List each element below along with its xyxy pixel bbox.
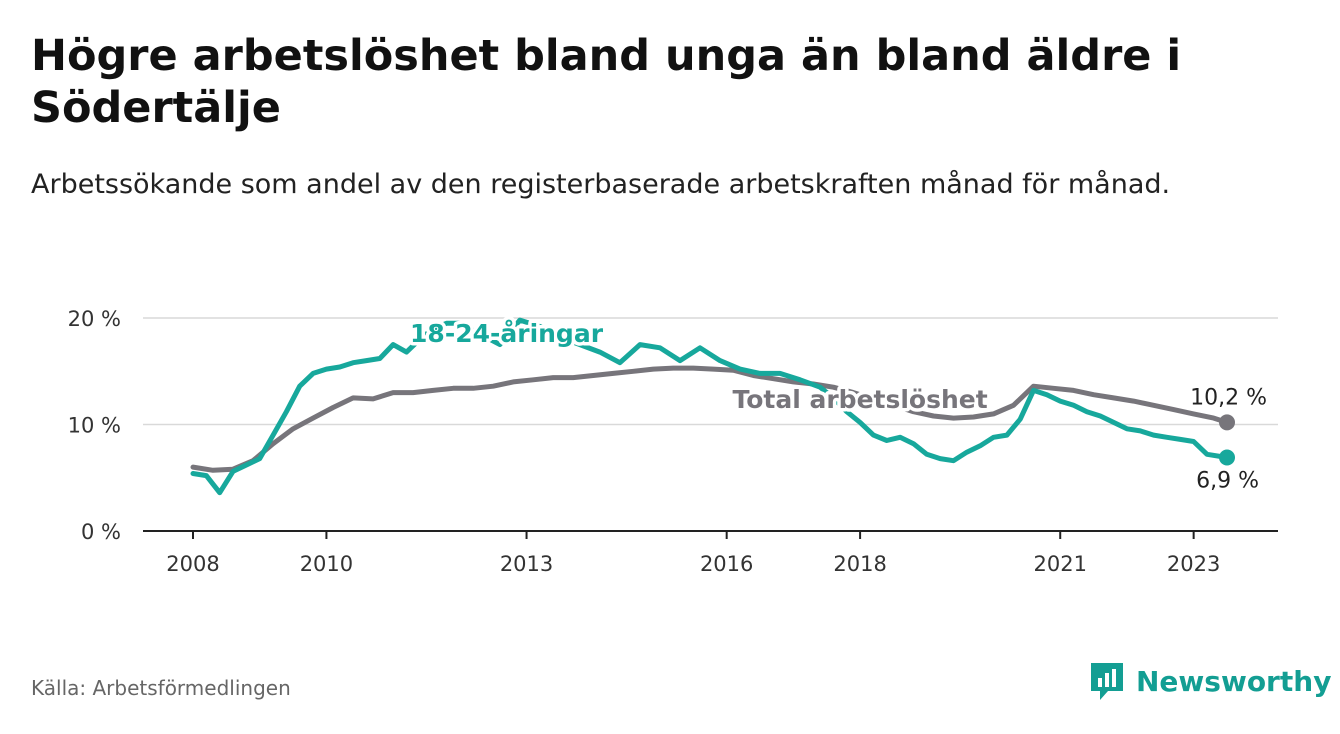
y-tick-label: 0 % [81, 520, 121, 544]
bar-chart-icon [1091, 663, 1123, 700]
axes: 0 % 10 % 20 % 2008 2010 2013 2016 2018 2021 2023 [68, 307, 1278, 576]
x-tick-label: 2010 [300, 552, 353, 576]
youth-series-label: 18-24-åringar [410, 319, 604, 348]
labels: 18-24-åringar Total arbetslöshet 10,2 % 6,9… [407, 316, 1267, 494]
x-tick-label: 2013 [500, 552, 553, 576]
total-end-value: 10,2 % [1190, 385, 1267, 410]
line-chart: 0 %10 %20 %2008 2010 2013 2016 2018 2021 2023 … [68, 307, 1278, 576]
brand-name: Newsworthy [1136, 664, 1332, 698]
x-tick-label: 2008 [166, 552, 219, 576]
youth-end-point [1219, 449, 1235, 466]
gridlines [143, 317, 1278, 426]
youth-end-value: 6,9 % [1196, 469, 1259, 494]
y-tick-label: 10 % [68, 414, 121, 438]
brand-logo: Newsworthy [1088, 660, 1331, 702]
total-series-line [190, 365, 1230, 473]
x-tick-label: 2018 [833, 552, 886, 576]
source-note: Källa: Arbetsförmedlingen [31, 676, 291, 700]
total-end-point [1219, 414, 1235, 431]
x-tick-label: 2016 [700, 552, 753, 576]
youth-series-line [190, 317, 1230, 496]
series-lines [190, 317, 1235, 496]
x-tick-label: 2023 [1167, 552, 1220, 576]
chart-subtitle: Arbetssökande som andel av den registerb… [31, 169, 1171, 200]
total-series-label: Total arbetslöshet [732, 385, 987, 414]
y-tick-label: 20 % [68, 307, 121, 331]
x-tick-label: 2021 [1033, 552, 1086, 576]
chart-title: Högre arbetslöshet bland unga än bland ä… [31, 31, 1182, 133]
